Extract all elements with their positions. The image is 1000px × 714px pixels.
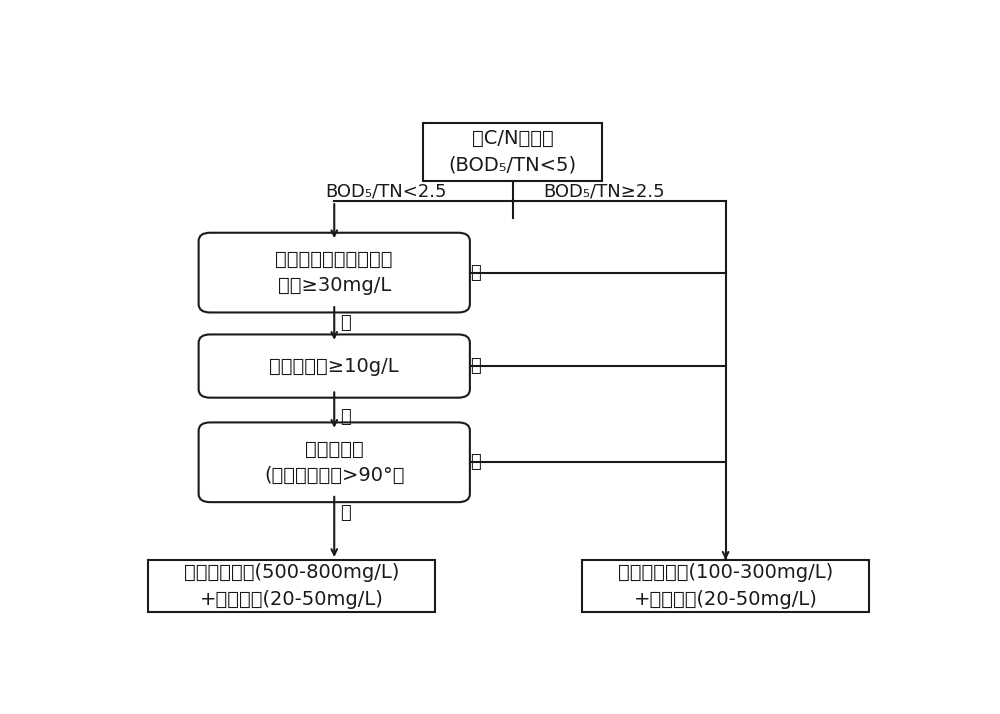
FancyBboxPatch shape bbox=[199, 334, 470, 398]
Text: 高浓度钙离子(500-800mg/L)
+鼠李糖脂(20-50mg/L): 高浓度钙离子(500-800mg/L) +鼠李糖脂(20-50mg/L) bbox=[184, 563, 399, 609]
Text: 是: 是 bbox=[340, 314, 351, 332]
Text: 低浓度钙离子(100-300mg/L)
+鼠李糖脂(20-50mg/L): 低浓度钙离子(100-300mg/L) +鼠李糖脂(20-50mg/L) bbox=[618, 563, 833, 609]
Text: BOD₅/TN<2.5: BOD₅/TN<2.5 bbox=[325, 182, 447, 200]
Text: BOD₅/TN≥2.5: BOD₅/TN≥2.5 bbox=[544, 182, 665, 200]
Text: 是: 是 bbox=[340, 408, 351, 426]
FancyBboxPatch shape bbox=[199, 233, 470, 313]
Text: 是: 是 bbox=[340, 504, 351, 523]
Text: 废水中溶解性物质多糖
浓度≥30mg/L: 废水中溶解性物质多糖 浓度≥30mg/L bbox=[276, 250, 393, 296]
FancyBboxPatch shape bbox=[582, 560, 869, 612]
Text: 废水中盐度≥10g/L: 废水中盐度≥10g/L bbox=[269, 356, 399, 376]
FancyBboxPatch shape bbox=[199, 423, 470, 502]
FancyBboxPatch shape bbox=[148, 560, 435, 612]
FancyBboxPatch shape bbox=[423, 123, 602, 181]
Text: 否: 否 bbox=[470, 263, 481, 281]
Text: 疏水性填料
(纯水中接触角>90°）: 疏水性填料 (纯水中接触角>90°） bbox=[264, 440, 404, 485]
Text: 低C/N比废水
(BOD₅/TN<5): 低C/N比废水 (BOD₅/TN<5) bbox=[448, 129, 577, 174]
Text: 否: 否 bbox=[470, 453, 481, 471]
Text: 否: 否 bbox=[470, 357, 481, 375]
